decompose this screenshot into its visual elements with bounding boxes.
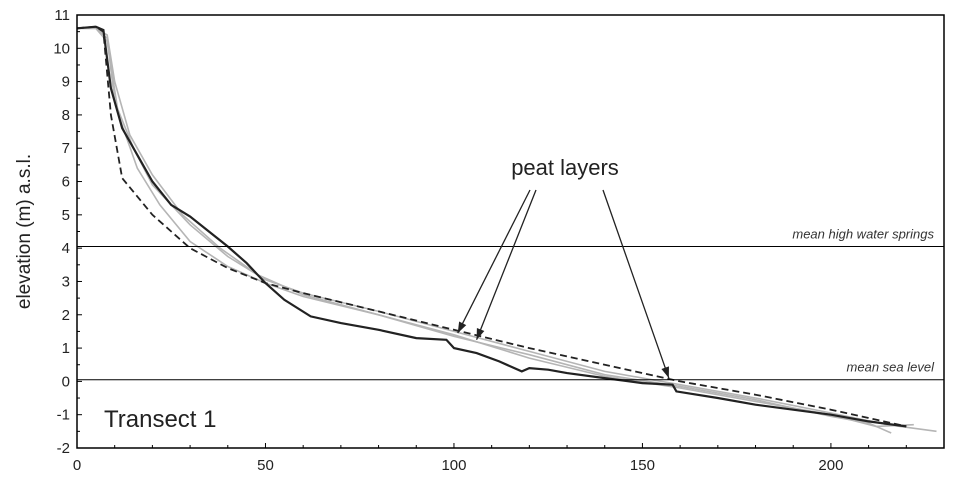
annotation-arrow bbox=[457, 189, 531, 334]
transect-label: Transect 1 bbox=[104, 406, 217, 433]
y-tick-label: 8 bbox=[62, 107, 70, 124]
y-tick-label: 3 bbox=[62, 273, 70, 290]
annotation-arrowhead bbox=[661, 366, 669, 379]
y-tick-label: 2 bbox=[62, 307, 70, 324]
annotation-arrowhead bbox=[476, 328, 485, 340]
y-tick-label: 1 bbox=[62, 340, 70, 357]
x-tick-label: 50 bbox=[257, 457, 274, 474]
series-line-3 bbox=[77, 27, 892, 434]
x-tick-label: 200 bbox=[818, 457, 843, 474]
series-line-4 bbox=[77, 27, 914, 428]
y-tick-label: 9 bbox=[62, 74, 70, 91]
y-tick-label: -2 bbox=[57, 440, 70, 457]
series-layer bbox=[76, 25, 937, 434]
y-axis-title: elevation (m) a.s.l. bbox=[14, 154, 35, 309]
annotation-text: peat layers bbox=[511, 155, 619, 180]
y-tick-label: 6 bbox=[62, 174, 70, 191]
series-line-1 bbox=[76, 25, 907, 428]
y-tick-label: 11 bbox=[54, 7, 70, 24]
annotation-arrow bbox=[475, 189, 537, 340]
x-tick-label: 150 bbox=[630, 457, 655, 474]
y-tick-label: 10 bbox=[53, 40, 70, 57]
ticks: -2 -1 0 1 2 3 4 5 6 7 8 9 10 11 0 50 100 150 200 bbox=[53, 7, 945, 474]
annotation-arrow bbox=[602, 189, 670, 379]
y-tick-label: -1 bbox=[57, 407, 70, 424]
y-tick-label: 0 bbox=[62, 373, 70, 390]
x-tick-label: 0 bbox=[73, 457, 81, 474]
annotation: peat layers bbox=[457, 155, 670, 379]
ref-label-msl: mean sea level bbox=[847, 360, 936, 375]
y-tick-label: 7 bbox=[62, 140, 70, 157]
annotation-arrowhead bbox=[457, 321, 467, 334]
y-tick-label: 4 bbox=[62, 240, 70, 257]
ref-label-mhws: mean high water springs bbox=[792, 226, 934, 241]
x-tick-label: 100 bbox=[441, 457, 466, 474]
reference-lines: mean high water springs mean sea level bbox=[77, 226, 944, 381]
series-line-0 bbox=[76, 25, 907, 428]
y-tick-label: 5 bbox=[62, 207, 70, 224]
